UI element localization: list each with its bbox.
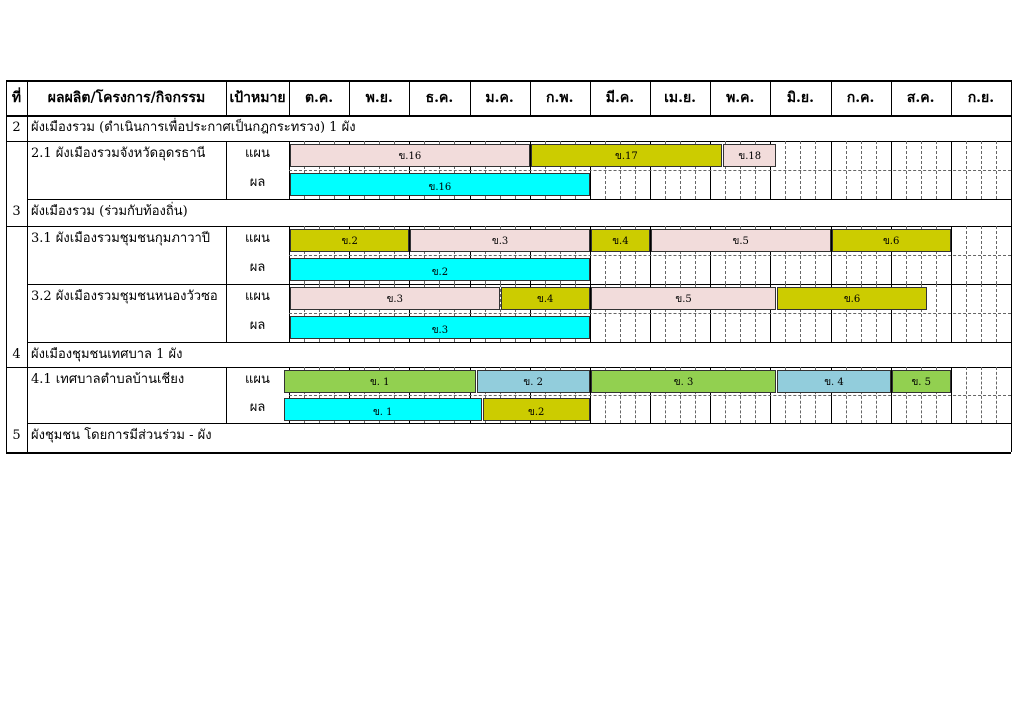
grid-line <box>6 141 1011 142</box>
header-no: ที่ <box>11 90 22 106</box>
plan-bar: ข.4 <box>500 287 590 310</box>
grid-line <box>6 115 1011 117</box>
grid-line <box>950 80 952 115</box>
header-month-4: ม.ค. <box>485 90 514 106</box>
grid-line <box>770 80 772 115</box>
result-bar: ข.2 <box>290 258 590 281</box>
grid-line <box>710 80 712 115</box>
plan-label: แผน <box>245 372 270 387</box>
plan-bar: ข.3 <box>290 287 500 310</box>
plan-bar: ข.2 <box>290 229 410 252</box>
grid-line <box>27 199 1011 200</box>
header-month-11: ส.ค. <box>906 90 935 106</box>
item-name: 3.1 ผังเมืองรวมชุมชนกุมภาวาปี <box>31 231 211 246</box>
grid-line <box>830 80 832 115</box>
section-no: 2 <box>12 120 21 135</box>
grid-subline <box>289 313 1011 314</box>
header-month-12: ก.ย. <box>967 90 995 106</box>
result-label: ผล <box>249 400 266 415</box>
grid-line <box>226 367 227 423</box>
plan-bar: ข.16 <box>290 144 530 167</box>
plan-bar: ข.6 <box>777 287 927 310</box>
grid-line <box>226 284 227 342</box>
item-name: 2.1 ผังเมืองรวมจังหวัดอุดรธานี <box>31 146 206 161</box>
grid-line <box>27 284 1011 285</box>
header-month-3: ธ.ค. <box>425 90 454 106</box>
plan-bar: ข.17 <box>530 144 723 167</box>
grid-line <box>650 80 651 115</box>
header-month-9: มิ.ย. <box>786 90 814 106</box>
grid-line <box>6 367 1011 368</box>
header-month-5: ก.พ. <box>546 90 574 106</box>
header-product: ผลผลิต/โครงการ/กิจกรรม <box>47 90 206 106</box>
grid-line <box>6 452 1011 454</box>
section-no: 4 <box>12 347 21 362</box>
grid-subline <box>289 255 1011 256</box>
plan-bar: ข.3 <box>410 229 590 252</box>
grid-subline <box>289 170 1011 171</box>
item-name: 4.1 เทศบาลตำบลบ้านเชียง <box>31 372 185 387</box>
plan-bar: ข. 4 <box>777 370 891 393</box>
grid-line <box>1011 80 1012 452</box>
plan-bar: ข. 1 <box>283 370 476 393</box>
plan-bar: ข.18 <box>723 144 777 167</box>
grid-line <box>226 226 227 284</box>
grid-line <box>589 80 591 115</box>
grid-line <box>289 80 290 115</box>
grid-line <box>226 80 227 115</box>
plan-bar: ข.6 <box>831 229 951 252</box>
plan-bar: ข.5 <box>590 287 777 310</box>
section-title: ผังเมืองชุมชนเทศบาล 1 ผัง <box>31 347 183 362</box>
plan-bar: ข. 2 <box>476 370 590 393</box>
section-title: ผังชุมชน โดยการมีส่วนร่วม - ผัง <box>31 428 212 443</box>
grid-line <box>890 80 892 115</box>
section-title: ผังเมืองรวม (ดำเนินการเพื่อประกาศเป็นกฎก… <box>31 120 356 135</box>
grid-line <box>6 80 7 452</box>
grid-subline <box>289 395 1011 396</box>
grid-line <box>27 423 1011 424</box>
grid-line <box>349 80 351 115</box>
header-month-8: พ.ค. <box>726 90 755 106</box>
header-target: เป้าหมาย <box>229 90 286 106</box>
plan-label: แผน <box>245 231 270 246</box>
grid-line <box>6 80 1011 82</box>
header-month-1: ต.ค. <box>304 90 334 106</box>
plan-bar: ข.5 <box>651 229 831 252</box>
grid-line <box>529 80 531 115</box>
plan-bar: ข.4 <box>590 229 650 252</box>
grid-line <box>6 226 1011 227</box>
item-name: 3.2 ผังเมืองรวมชุมชนหนองวัวซอ <box>31 289 218 304</box>
grid-line <box>409 80 411 115</box>
result-bar: ข.3 <box>290 316 590 339</box>
header-month-2: พ.ย. <box>365 90 393 106</box>
plan-bar: ข. 3 <box>590 370 777 393</box>
plan-label: แผน <box>245 289 270 304</box>
result-label: ผล <box>249 175 266 190</box>
header-month-6: มี.ค. <box>605 90 635 106</box>
section-no: 5 <box>12 428 21 443</box>
result-bar: ข. 1 <box>283 398 482 421</box>
result-bar: ข.2 <box>482 398 590 421</box>
plan-label: แผน <box>245 146 270 161</box>
result-bar: ข.16 <box>290 173 590 196</box>
section-title: ผังเมืองรวม (ร่วมกับท้องถิ่น) <box>31 204 188 219</box>
grid-line <box>226 141 227 199</box>
result-label: ผล <box>249 260 266 275</box>
grid-line <box>469 80 471 115</box>
plan-bar: ข. 5 <box>891 370 951 393</box>
header-month-7: เม.ย. <box>664 90 697 106</box>
result-label: ผล <box>249 318 266 333</box>
header-month-10: ก.ค. <box>846 90 875 106</box>
section-no: 3 <box>12 204 21 219</box>
grid-line <box>27 80 28 452</box>
grid-line <box>27 342 1011 343</box>
